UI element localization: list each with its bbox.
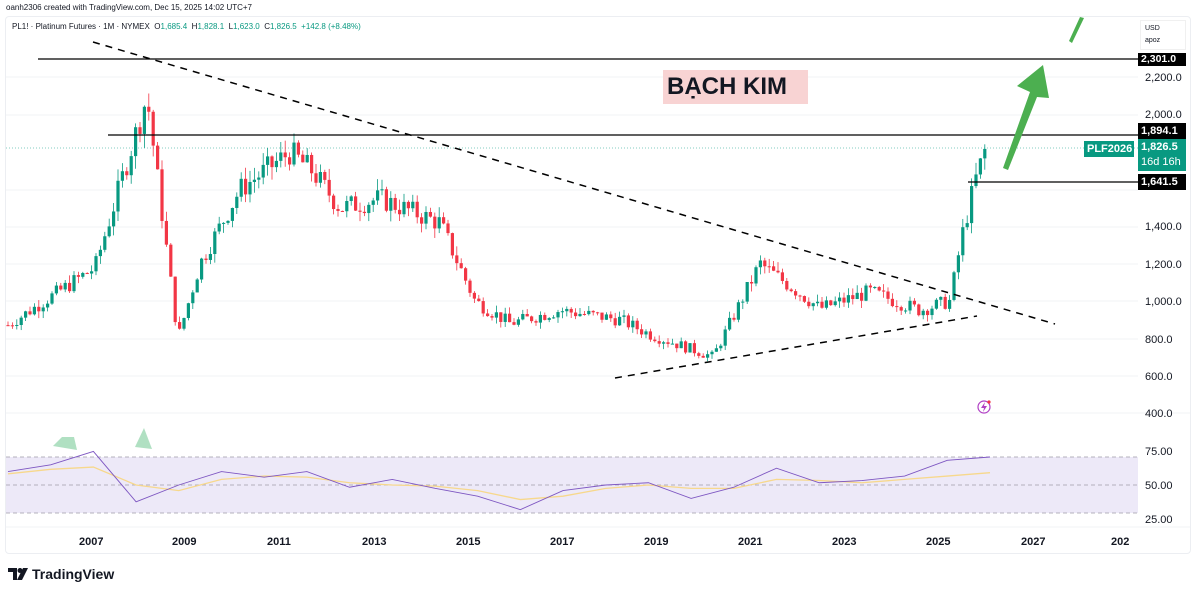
rsi-ma-line: [7, 466, 991, 501]
tradingview-logo-icon: [8, 568, 28, 580]
x-tick: 2025: [926, 536, 950, 548]
x-tick: 2013: [362, 536, 386, 548]
level-1641-tag: 1,641.5: [1138, 174, 1186, 190]
svg-text:1,000.0: 1,000.0: [1145, 296, 1182, 308]
high-label: H: [191, 22, 198, 31]
symbol-legend: PL1! · Platinum Futures · 1M · NYMEX O1,…: [12, 22, 361, 31]
rsi-band: [6, 457, 1138, 513]
candles: [6, 93, 987, 362]
svg-text:50.00: 50.00: [1145, 480, 1173, 492]
x-tick: 2007: [79, 536, 103, 548]
low-value: 1,623.0: [233, 22, 260, 31]
tradingview-logo[interactable]: TradingView: [8, 566, 114, 582]
low-label: L: [228, 22, 234, 31]
symbol-tag: PLF2026: [1084, 141, 1134, 157]
open-value: 1,685.4: [160, 22, 188, 31]
svg-text:600.0: 600.0: [1145, 371, 1173, 383]
up-arrow-icon[interactable]: [1003, 17, 1084, 170]
rsi-line: [7, 450, 991, 511]
svg-text:800.0: 800.0: [1145, 334, 1173, 346]
unit-label: apoz: [1145, 37, 1161, 44]
svg-text:2,000.0: 2,000.0: [1145, 109, 1182, 121]
level-2301-tag: 2,301.0: [1138, 53, 1186, 66]
x-tick: 2027: [1021, 536, 1045, 548]
currency-label: USD: [1145, 25, 1160, 32]
svg-text:400.0: 400.0: [1145, 408, 1173, 420]
current-price-value: 1,826.5: [1141, 141, 1178, 153]
currency-box[interactable]: USD apoz: [1140, 20, 1186, 50]
x-tick: 2023: [832, 536, 856, 548]
svg-text:1,400.0: 1,400.0: [1145, 221, 1182, 233]
level-1894-tag: 1,894.1: [1138, 123, 1186, 139]
current-price-tag: 1,826.5 16d 16h: [1138, 139, 1186, 171]
ascending-trendline[interactable]: [614, 315, 978, 379]
svg-text:75.00: 75.00: [1145, 446, 1173, 458]
svg-text:1,200.0: 1,200.0: [1145, 259, 1182, 271]
x-tick: 2021: [738, 536, 762, 548]
credit-line: oanh2306 created with TradingView.com, D…: [6, 3, 253, 12]
brand-name: TradingView: [32, 566, 115, 582]
change-value: +142.8 (+8.48%): [301, 22, 361, 31]
x-tick: 2009: [172, 536, 196, 548]
high-value: 1,828.1: [197, 22, 225, 31]
open-label: O: [154, 22, 161, 31]
close-label: C: [264, 22, 270, 31]
x-tick: 202: [1111, 536, 1129, 548]
x-tick: 2011: [267, 536, 291, 548]
price-axis[interactable]: 2,200.0 2,000.0 1,400.0 1,200.0 1,000.0 …: [1145, 72, 1182, 526]
close-value: 1,826.5: [270, 22, 297, 31]
annotation-title[interactable]: BẠCH KIM: [663, 70, 808, 104]
svg-text:25.00: 25.00: [1145, 514, 1173, 526]
descending-trendline[interactable]: [92, 41, 1056, 325]
lightning-icon[interactable]: [977, 400, 991, 414]
rsi-overbought-fill-2: [135, 428, 152, 449]
svg-text:2,200.0: 2,200.0: [1145, 72, 1182, 84]
x-tick: 2017: [550, 536, 574, 548]
time-axis[interactable]: 2007 2009 2011 2013 2015 2017 2019 2021 2023 2025…: [79, 536, 1129, 548]
grid: [6, 76, 1190, 528]
rsi-overbought-fill: [53, 437, 77, 450]
countdown-value: 16d 16h: [1141, 156, 1181, 168]
chart-frame: [5, 16, 1191, 554]
x-tick: 2015: [456, 536, 480, 548]
symbol-name[interactable]: PL1! · Platinum Futures · 1M · NYMEX: [12, 22, 150, 31]
x-tick: 2019: [644, 536, 668, 548]
